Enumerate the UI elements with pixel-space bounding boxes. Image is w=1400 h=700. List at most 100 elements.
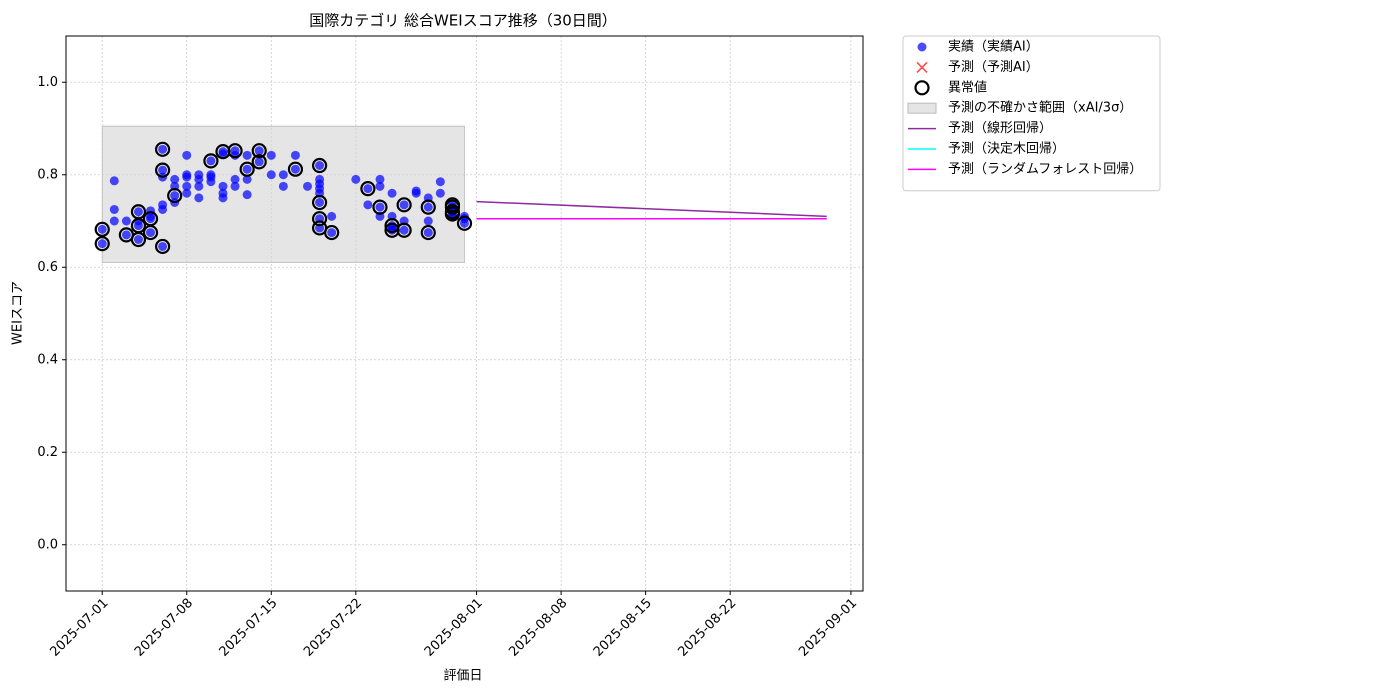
point	[435, 188, 445, 198]
point	[420, 224, 436, 241]
point	[155, 238, 171, 255]
point	[158, 165, 168, 175]
point	[420, 199, 436, 215]
y-tick-label: 0.0	[37, 537, 58, 552]
point	[396, 222, 412, 238]
point	[94, 221, 110, 237]
point	[360, 181, 376, 197]
forecast-line	[476, 200, 827, 218]
legend-label: 予測の不確かさ範囲（xAI/3σ）	[948, 100, 1132, 116]
point	[155, 141, 171, 157]
point	[230, 174, 240, 184]
point	[444, 197, 461, 213]
point	[387, 223, 397, 233]
point	[167, 187, 183, 204]
point	[375, 202, 385, 212]
point	[158, 204, 168, 214]
point	[142, 224, 159, 241]
point	[266, 150, 276, 160]
legend-marker	[914, 80, 930, 96]
point	[251, 154, 267, 170]
y-tick-label: 0.6	[37, 260, 58, 275]
x-tick-label: 2025-07-22	[301, 596, 365, 660]
point	[290, 150, 300, 160]
point	[327, 211, 337, 221]
point	[130, 218, 147, 234]
legend-marker	[907, 102, 937, 114]
point	[194, 181, 204, 191]
point	[327, 228, 337, 238]
point	[460, 218, 469, 228]
legend-box	[902, 35, 1161, 192]
point	[218, 181, 228, 191]
point	[182, 172, 192, 182]
point	[242, 164, 252, 174]
point	[387, 188, 397, 198]
x-tick-label: 2025-07-01	[47, 596, 111, 660]
x-tick-label: 2025-09-01	[796, 596, 860, 660]
point	[242, 150, 252, 160]
point	[435, 177, 445, 187]
point	[133, 235, 143, 244]
point	[423, 228, 433, 238]
point	[206, 172, 216, 182]
point	[218, 188, 228, 198]
plot-frame	[65, 35, 864, 592]
legend-label: 実績（実績AI）	[948, 39, 1039, 55]
legend-marker	[916, 61, 928, 73]
x-tick-label: 2025-08-08	[506, 596, 570, 660]
legend-marker	[917, 42, 927, 52]
y-tick-label: 0.8	[37, 167, 58, 182]
point	[303, 181, 313, 191]
point	[109, 216, 119, 226]
point	[109, 176, 119, 186]
point	[227, 143, 243, 159]
point	[170, 174, 180, 184]
point	[423, 202, 433, 212]
legend-label: 予測（決定木回帰）	[948, 141, 1065, 157]
point	[315, 161, 325, 170]
point	[311, 211, 328, 227]
point	[399, 225, 409, 235]
point	[315, 179, 325, 189]
point	[278, 170, 288, 180]
point	[182, 181, 192, 191]
point	[315, 198, 325, 207]
x-tick-label: 2025-07-08	[132, 596, 196, 660]
chart-title: 国際カテゴリ 総合WEIスコア推移（30日間）	[309, 12, 617, 30]
point	[311, 157, 328, 174]
point	[444, 204, 461, 220]
x-tick-label: 2025-08-15	[591, 596, 655, 660]
point	[266, 170, 276, 180]
point	[311, 194, 328, 211]
point	[375, 174, 385, 184]
point	[146, 228, 156, 238]
point	[218, 149, 228, 159]
point	[375, 181, 385, 191]
point	[97, 224, 107, 234]
point	[363, 200, 373, 210]
legend-label: 予測（線形回帰）	[948, 120, 1052, 136]
point	[203, 153, 219, 169]
point	[254, 157, 264, 167]
legend-label: 予測（予測AI）	[948, 60, 1039, 75]
legend-label: 予測（ランダムフォレスト回帰）	[948, 161, 1142, 177]
legend-label: 異常値	[948, 79, 987, 95]
point	[324, 224, 340, 241]
point	[242, 174, 252, 184]
point	[423, 216, 433, 226]
point	[242, 190, 252, 200]
x-axis-label: 評価日	[443, 669, 482, 684]
y-tick-label: 0.4	[37, 352, 58, 367]
point	[411, 186, 421, 196]
point	[456, 215, 473, 231]
point	[254, 146, 264, 156]
x-tick-label: 2025-08-01	[422, 596, 486, 660]
point	[182, 150, 192, 160]
y-tick-label: 1.0	[37, 75, 58, 90]
uncertainty-band	[101, 125, 465, 264]
point	[133, 207, 143, 217]
point	[230, 181, 240, 191]
